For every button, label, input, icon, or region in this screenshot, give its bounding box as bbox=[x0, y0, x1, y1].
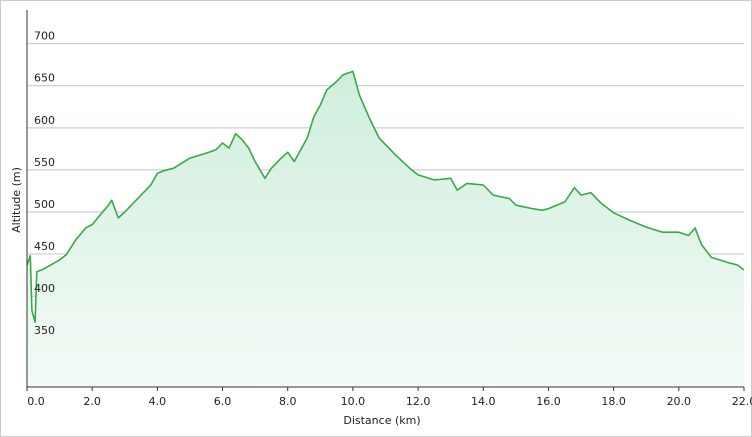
area bbox=[27, 71, 744, 388]
x-tick-label: 14.0 bbox=[471, 395, 496, 408]
x-tick-label: 18.0 bbox=[601, 395, 626, 408]
y-tick-label: 700 bbox=[34, 30, 55, 43]
x-tick-label: 12.0 bbox=[406, 395, 431, 408]
y-tick-label: 600 bbox=[34, 114, 55, 127]
y-tick-label: 500 bbox=[34, 198, 55, 211]
x-tick-label: 16.0 bbox=[536, 395, 561, 408]
y-tick-label: 650 bbox=[34, 72, 55, 85]
x-axis-label: Distance (km) bbox=[343, 414, 420, 427]
x-tick-label: 4.0 bbox=[149, 395, 167, 408]
x-tick-label: 8.0 bbox=[279, 395, 297, 408]
y-tick-label: 400 bbox=[34, 282, 55, 295]
y-tick-label: 450 bbox=[34, 240, 55, 253]
x-tick-label: 0.0 bbox=[27, 395, 45, 408]
x-tick-label: 2.0 bbox=[83, 395, 101, 408]
x-tick-label: 10.0 bbox=[341, 395, 366, 408]
y-tick-label: 550 bbox=[34, 156, 55, 169]
line bbox=[26, 70, 745, 323]
x-tick-label: 6.0 bbox=[214, 395, 232, 408]
x-tick-label: 22.0 bbox=[732, 395, 752, 408]
y-tick-label: 350 bbox=[34, 324, 55, 337]
x-tick-label: 20.0 bbox=[667, 395, 692, 408]
y-axis-label: Altitude (m) bbox=[10, 167, 23, 233]
plot-area bbox=[26, 43, 745, 388]
